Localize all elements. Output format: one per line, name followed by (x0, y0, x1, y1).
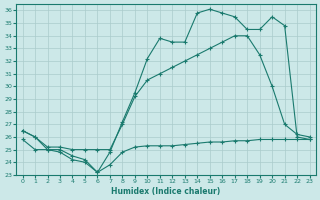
X-axis label: Humidex (Indice chaleur): Humidex (Indice chaleur) (111, 187, 221, 196)
